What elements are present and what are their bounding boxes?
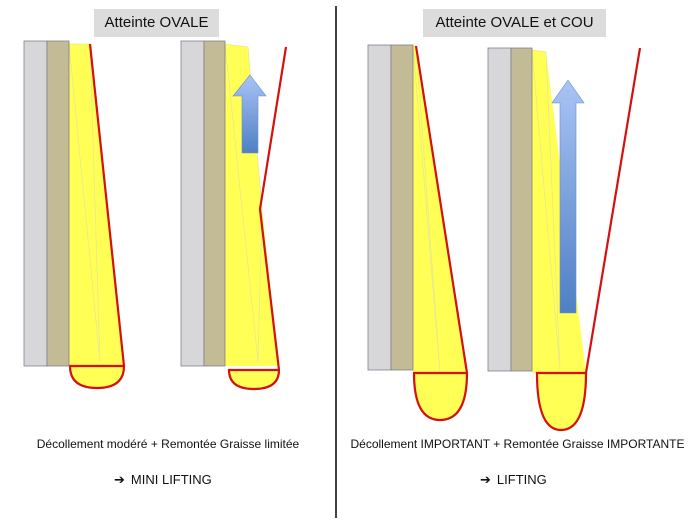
right-panel-title: Atteinte OVALE et COU — [423, 9, 606, 37]
bone-layer — [180, 40, 205, 367]
right-panel-verdict: ➔ LIFTING — [480, 472, 547, 488]
right-arrow-icon: ➔ — [114, 472, 125, 487]
fat-fold-line — [68, 43, 101, 363]
left-panel-caption: Décollement modéré + Remontée Graisse li… — [36, 437, 300, 451]
skin-line — [68, 43, 126, 390]
lift-arrow — [232, 74, 267, 154]
verdict-label: MINI LIFTING — [130, 472, 212, 487]
muscle-layer — [390, 44, 414, 371]
right-panel-caption: Décollement IMPORTANT + Remontée Graisse… — [350, 437, 685, 451]
fat-pouch — [229, 370, 279, 389]
muscle-layer — [46, 40, 70, 367]
verdict-label: LIFTING — [496, 472, 547, 487]
muscle-layer — [510, 47, 533, 372]
fat-pouch — [70, 366, 124, 388]
fat-fold-line — [412, 45, 441, 374]
bone-layer — [23, 40, 48, 367]
figure-ovale-after — [180, 40, 288, 391]
figure-ovale-before — [23, 40, 126, 390]
left-panel-title: Atteinte OVALE — [94, 9, 219, 37]
fat-layer — [69, 44, 124, 366]
lift-arrow — [551, 79, 585, 314]
fat-pouch — [537, 373, 586, 430]
skin-line — [535, 47, 642, 432]
fat-layer — [225, 44, 279, 366]
fat-fold-line — [531, 49, 561, 371]
bone-layer — [487, 47, 512, 372]
skin-line — [227, 46, 288, 391]
fat-pouch — [414, 373, 467, 420]
figure-ovale-cou-after — [487, 47, 642, 432]
figure-ovale-cou-before — [367, 44, 469, 422]
bone-layer — [367, 44, 392, 371]
fat-fold-line — [224, 43, 263, 363]
muscle-layer — [203, 40, 226, 367]
skin-line — [412, 45, 469, 422]
left-panel-verdict: ➔ MINI LIFTING — [114, 472, 212, 488]
right-arrow-icon: ➔ — [480, 472, 491, 487]
